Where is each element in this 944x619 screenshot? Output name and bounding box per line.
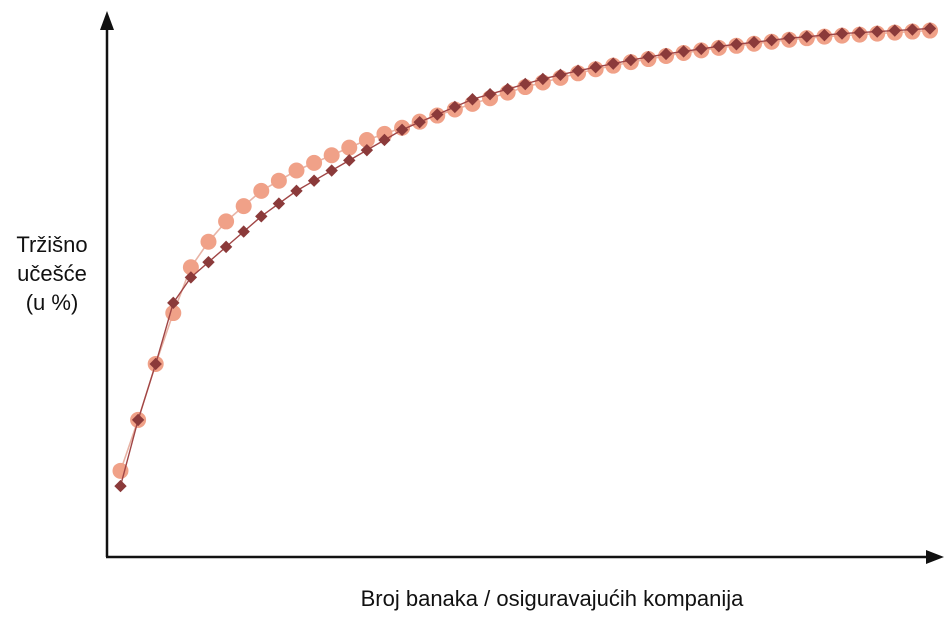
- diamonds-point-8: [237, 225, 250, 238]
- diamonds-point-44: [871, 25, 884, 38]
- diamonds-point-34: [695, 42, 708, 56]
- diamonds-point-28: [589, 60, 602, 74]
- diamonds-point-5: [184, 271, 198, 284]
- diamonds-point-7: [219, 240, 233, 254]
- circles-point-15: [358, 131, 375, 148]
- diamonds-point-13: [325, 164, 338, 177]
- circles-point-6: [200, 233, 217, 250]
- diamonds-point-27: [571, 64, 585, 77]
- series-diamonds: [114, 22, 937, 493]
- diamonds-point-3: [149, 357, 162, 371]
- series-circles: [112, 22, 938, 479]
- diamonds-point-42: [835, 27, 849, 40]
- y-axis-arrow-icon: [100, 11, 114, 30]
- diamonds-point-17: [395, 123, 409, 136]
- diamonds-point-12: [307, 174, 321, 187]
- diamonds-point-39: [783, 31, 796, 45]
- diamonds-point-21: [466, 93, 479, 106]
- diamonds-point-15: [360, 143, 374, 157]
- circles-point-1: [112, 462, 129, 479]
- diamonds-point-46: [906, 23, 919, 36]
- circles-point-10: [270, 172, 287, 189]
- circles-point-8: [235, 198, 252, 215]
- diamonds-point-22: [483, 87, 497, 101]
- diamonds-point-37: [747, 36, 761, 49]
- diamonds-point-9: [255, 210, 268, 223]
- diamonds-point-20: [448, 100, 462, 114]
- diamonds-point-32: [659, 47, 673, 61]
- diamonds-point-2: [131, 413, 145, 427]
- diamonds-point-29: [607, 57, 620, 70]
- diamonds-point-18: [413, 115, 426, 129]
- y-axis-label: Tržišno učešće (u %): [16, 232, 87, 315]
- diamonds-point-24: [519, 77, 532, 91]
- circles-point-14: [341, 139, 358, 156]
- y-axis-label-line-2: učešće: [17, 261, 87, 286]
- diamonds-point-40: [800, 30, 814, 43]
- diamonds-point-19: [431, 108, 444, 121]
- circles-point-9: [253, 182, 270, 199]
- diamonds-point-23: [501, 82, 514, 96]
- diamonds-point-31: [642, 50, 655, 64]
- diamonds-point-36: [730, 38, 743, 51]
- circles-point-7: [218, 213, 235, 230]
- diamonds-point-26: [554, 68, 567, 82]
- diamonds-point-43: [853, 26, 866, 39]
- axes: [100, 11, 944, 564]
- diamonds-point-47: [923, 22, 937, 35]
- circles-point-13: [323, 147, 340, 164]
- circles-point-5: [182, 259, 199, 276]
- diamonds-point-35: [712, 40, 726, 53]
- diamonds-point-38: [765, 34, 778, 47]
- diamonds-line: [119, 27, 931, 487]
- y-axis-label-line-3: (u %): [26, 290, 79, 315]
- circles-point-11: [288, 162, 305, 179]
- diamonds-point-1: [114, 479, 127, 493]
- diamonds-point-14: [343, 154, 356, 167]
- circles-line: [119, 29, 931, 472]
- x-axis-label: Broj banaka / osiguravajućih kompanija: [361, 586, 745, 611]
- circles-point-12: [306, 154, 323, 171]
- diamonds-point-33: [677, 45, 690, 58]
- diamonds-point-30: [624, 53, 638, 67]
- diamonds-point-16: [378, 133, 391, 147]
- diamonds-point-11: [290, 184, 303, 198]
- y-axis-label-line-1: Tržišno: [16, 232, 87, 257]
- diamonds-point-45: [888, 24, 902, 37]
- diamonds-point-25: [536, 72, 550, 86]
- diamonds-point-41: [818, 28, 831, 42]
- diamonds-point-6: [202, 255, 215, 269]
- diamonds-point-4: [167, 296, 180, 310]
- diamonds-point-10: [272, 197, 286, 210]
- x-axis-arrow-icon: [926, 550, 944, 564]
